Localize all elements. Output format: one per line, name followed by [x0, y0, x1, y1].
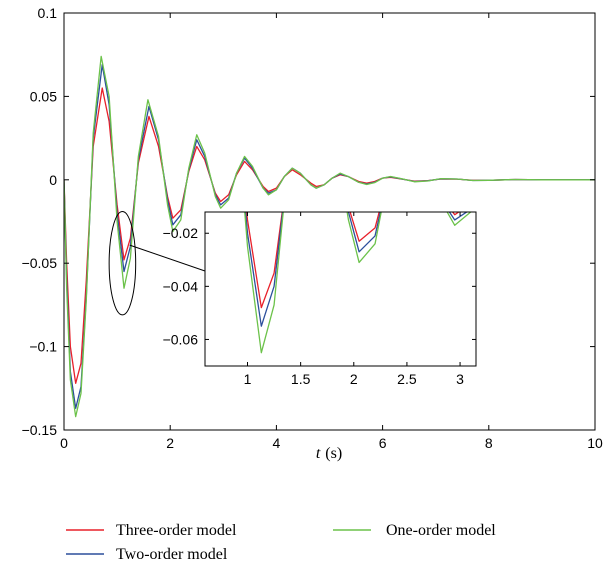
inset-x-tick-label: 2 — [350, 371, 358, 387]
legend-item-three-order: Three-order model — [66, 522, 237, 539]
main-y-tick-label: −0.1 — [29, 339, 57, 355]
inset-x-tick-label: 2.5 — [397, 371, 417, 387]
legend-label-one-order: One-order model — [386, 522, 496, 539]
main-line-one-order-model — [64, 55, 595, 418]
main-x-tick-label: 10 — [587, 435, 603, 451]
inset-x-tick-label: 3 — [456, 371, 464, 387]
inset-plot-frame — [204, 211, 477, 367]
main-x-tick-label: 0 — [60, 435, 68, 451]
inset-y-ticks: −0.02 −0.04 −0.06 — [163, 225, 476, 347]
legend-item-two-order: Two-order model — [66, 546, 228, 563]
main-x-ticks: 0 2 4 6 8 10 — [60, 13, 603, 451]
inset-background — [205, 212, 476, 366]
main-y-tick-label: −0.15 — [22, 422, 58, 438]
main-x-tick-label: 6 — [379, 435, 387, 451]
main-x-tick-label: 8 — [485, 435, 493, 451]
x-axis-label: t (s) — [316, 445, 342, 462]
main-y-tick-label: 0.05 — [30, 88, 57, 104]
main-series — [64, 55, 595, 418]
inset-x-tick-label: 1.5 — [291, 371, 311, 387]
zoom-region-marker — [108, 210, 137, 316]
inset-x-ticks: 1 1.5 2 2.5 3 — [244, 212, 464, 387]
legend: Three-order model Two-order model One-or… — [66, 522, 496, 563]
inset-series — [244, 212, 472, 354]
inset-y-tick-label: −0.06 — [163, 331, 199, 347]
main-y-tick-label: 0.1 — [38, 5, 58, 21]
inset-x-tick-label: 1 — [244, 371, 252, 387]
legend-label-three-order: Three-order model — [116, 522, 237, 539]
inset-y-tick-label: −0.02 — [163, 225, 199, 241]
main-plot-frame — [63, 12, 596, 431]
main-x-tick-label: 4 — [273, 435, 281, 451]
inset-line-one-order-model — [244, 212, 472, 354]
main-x-tick-label: 2 — [166, 435, 174, 451]
main-y-tick-label: 0 — [49, 172, 57, 188]
main-y-ticks: −0.15 −0.1 −0.05 0 0.05 0.1 — [22, 5, 595, 438]
legend-label-two-order: Two-order model — [116, 546, 228, 563]
inset-y-tick-label: −0.04 — [163, 278, 199, 294]
legend-item-one-order: One-order model — [333, 522, 496, 539]
main-y-tick-label: −0.05 — [22, 255, 58, 271]
